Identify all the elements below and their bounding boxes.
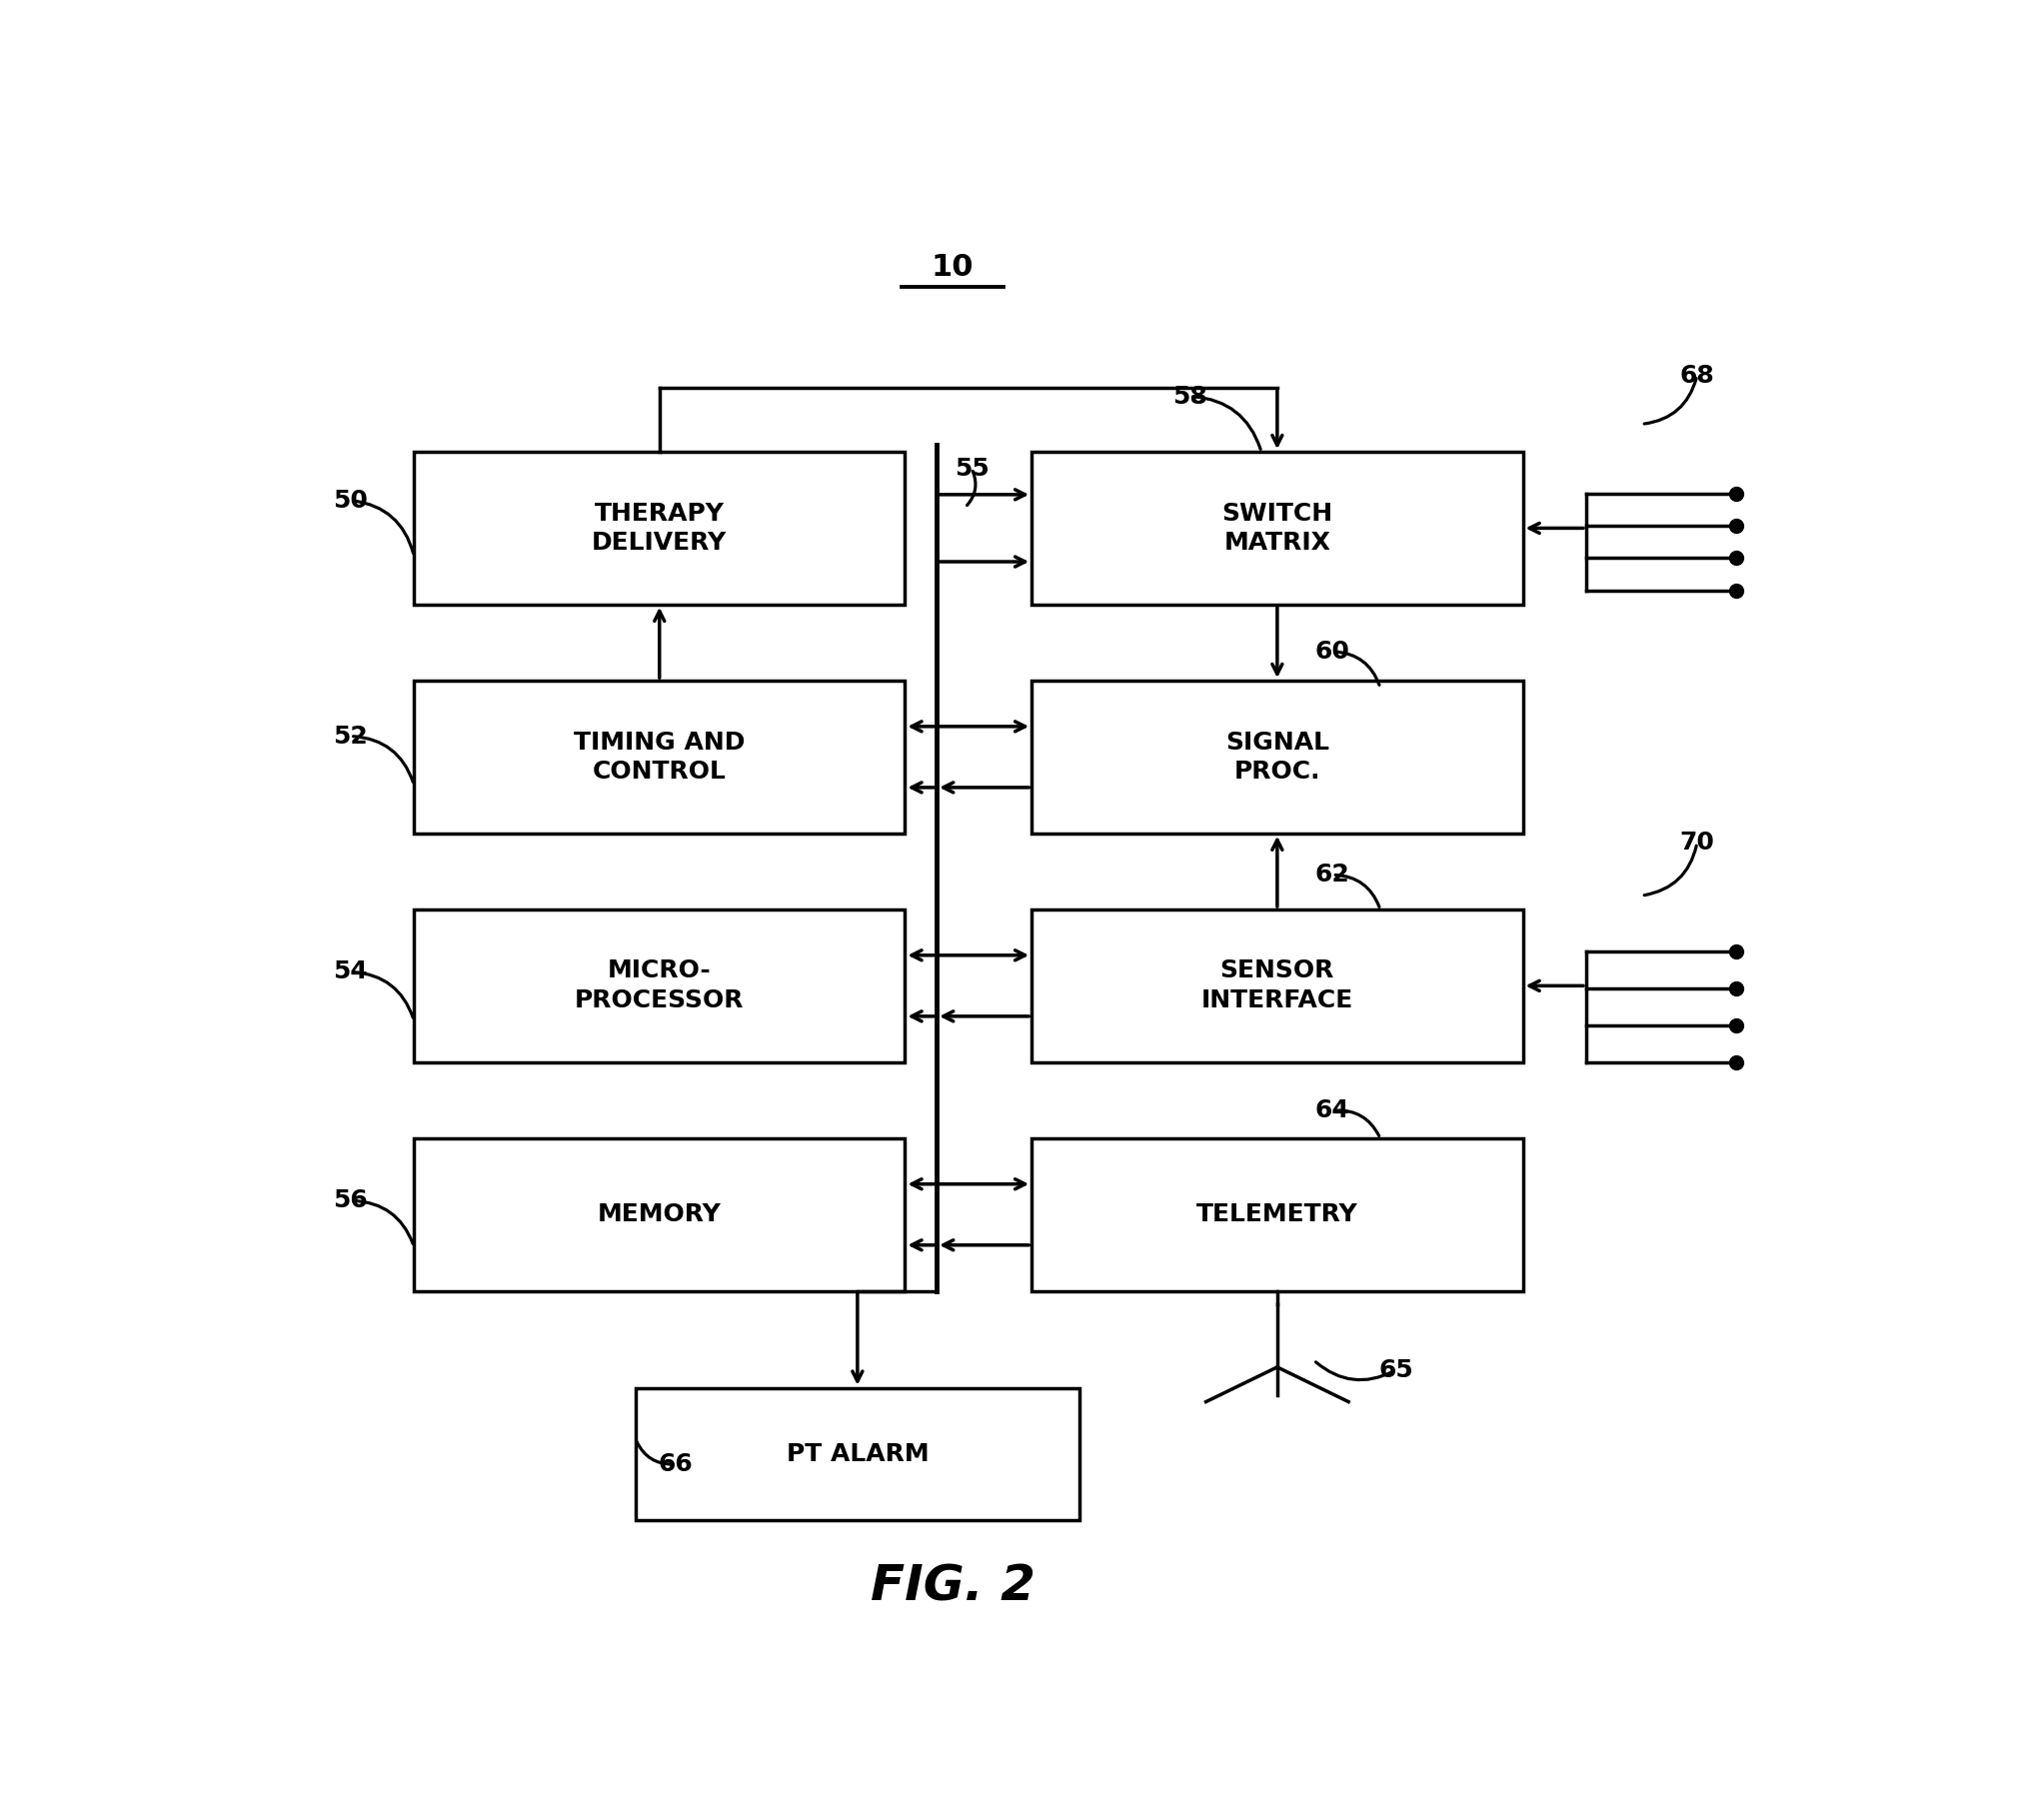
Text: SENSOR
INTERFACE: SENSOR INTERFACE bbox=[1202, 958, 1353, 1012]
Bar bbox=[1032, 452, 1523, 605]
Text: MEMORY: MEMORY bbox=[597, 1203, 722, 1226]
Text: MICRO-
PROCESSOR: MICRO- PROCESSOR bbox=[574, 958, 744, 1012]
Bar bbox=[413, 681, 905, 834]
Bar bbox=[1032, 681, 1523, 834]
Text: 10: 10 bbox=[932, 252, 973, 283]
Text: SIGNAL
PROC.: SIGNAL PROC. bbox=[1224, 729, 1329, 783]
Text: THERAPY
DELIVERY: THERAPY DELIVERY bbox=[593, 501, 728, 555]
Text: SWITCH
MATRIX: SWITCH MATRIX bbox=[1222, 501, 1333, 555]
Bar bbox=[1032, 1138, 1523, 1291]
Text: 62: 62 bbox=[1316, 863, 1349, 886]
Text: 60: 60 bbox=[1314, 639, 1351, 663]
Text: FIG. 2: FIG. 2 bbox=[871, 1561, 1034, 1610]
Bar bbox=[636, 1389, 1079, 1520]
Text: 65: 65 bbox=[1380, 1358, 1412, 1381]
Text: TIMING AND
CONTROL: TIMING AND CONTROL bbox=[574, 729, 746, 783]
Bar bbox=[413, 1138, 905, 1291]
Bar bbox=[413, 452, 905, 605]
Text: 55: 55 bbox=[955, 456, 989, 481]
Bar bbox=[413, 910, 905, 1063]
Text: TELEMETRY: TELEMETRY bbox=[1196, 1203, 1357, 1226]
Text: 70: 70 bbox=[1680, 830, 1715, 855]
Text: 56: 56 bbox=[333, 1189, 368, 1212]
Text: 52: 52 bbox=[333, 724, 368, 747]
Text: 64: 64 bbox=[1316, 1099, 1349, 1122]
Text: 58: 58 bbox=[1173, 384, 1208, 409]
Text: 50: 50 bbox=[333, 488, 368, 513]
Bar bbox=[1032, 910, 1523, 1063]
Text: 54: 54 bbox=[333, 960, 368, 983]
Text: PT ALARM: PT ALARM bbox=[787, 1443, 928, 1466]
Text: 68: 68 bbox=[1680, 364, 1715, 387]
Text: 66: 66 bbox=[658, 1452, 693, 1477]
